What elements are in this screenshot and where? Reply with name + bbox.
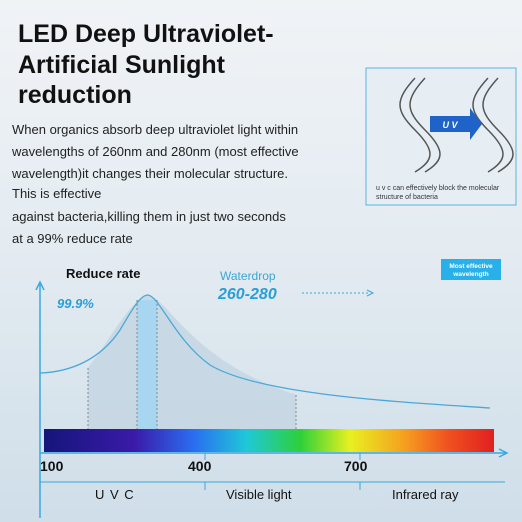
caption: structure of bacteria bbox=[376, 194, 438, 201]
badge: Most effective bbox=[449, 263, 493, 270]
paragraph: at a 99% reduce rate bbox=[12, 231, 133, 246]
band-label: Infrared ray bbox=[392, 487, 459, 502]
caption: u v c can effectively block the molecula… bbox=[376, 185, 500, 192]
scale-label: 100 bbox=[40, 458, 64, 474]
paragraph: This is effective bbox=[12, 186, 101, 201]
paragraph: wavelengths of 260nm and 280nm (most eff… bbox=[11, 144, 299, 159]
y-label: Reduce rate bbox=[66, 266, 140, 281]
scale-label: 400 bbox=[188, 458, 212, 474]
title: Artificial Sunlight bbox=[18, 51, 226, 79]
paragraph: wavelength)it changes their molecular st… bbox=[11, 166, 288, 181]
title: LED Deep Ultraviolet- bbox=[18, 20, 274, 48]
arrow-label: U V bbox=[442, 120, 458, 130]
inset: U V u v c can effectively block the mole… bbox=[365, 67, 517, 206]
band-label: U V C bbox=[95, 487, 135, 502]
range: 260-280 bbox=[217, 286, 277, 303]
paragraph: against bacteria,killing them in just tw… bbox=[12, 209, 286, 224]
diagram bbox=[35, 259, 509, 518]
title: reduction bbox=[18, 81, 132, 109]
peak-label: 99.9% bbox=[57, 296, 94, 311]
paragraph: When organics absorb deep ultraviolet li… bbox=[12, 122, 298, 137]
band-label: Visible light bbox=[226, 487, 292, 502]
badge: wavelength bbox=[452, 271, 488, 278]
waterdrop: Waterdrop bbox=[220, 269, 276, 283]
scale-label: 700 bbox=[344, 458, 368, 474]
